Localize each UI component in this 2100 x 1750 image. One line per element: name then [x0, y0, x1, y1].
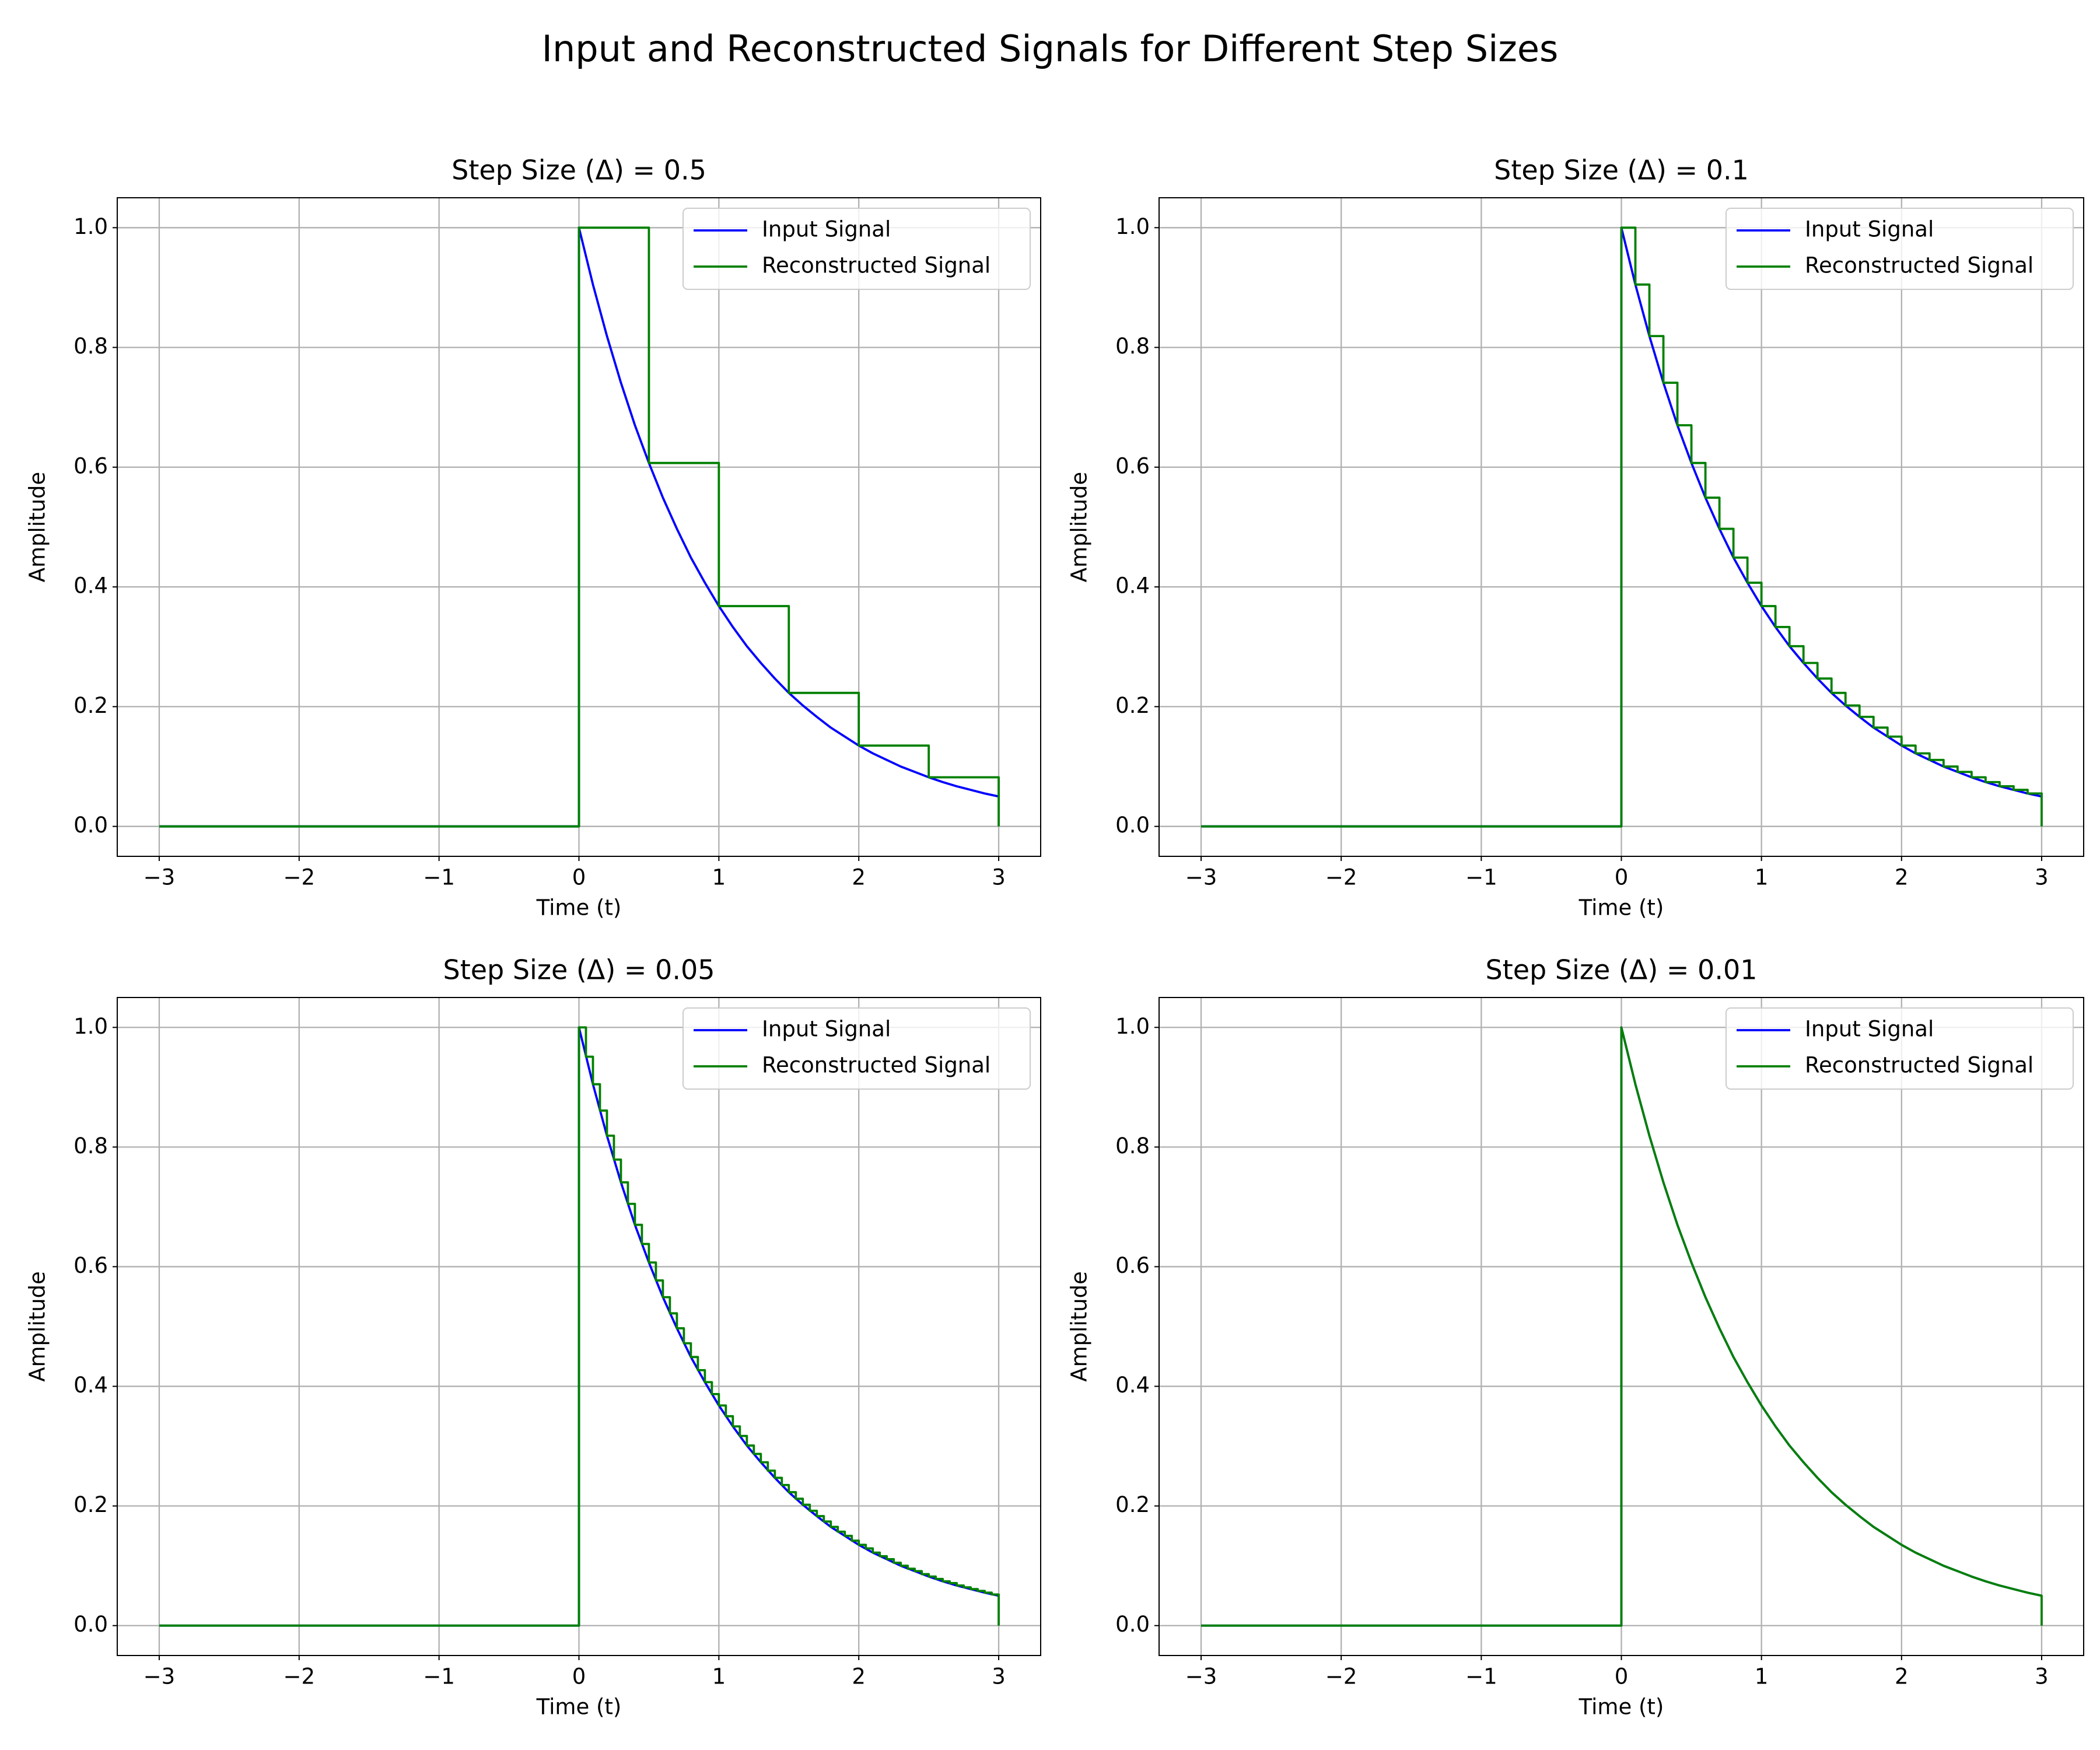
x-axis-label: Time (t): [536, 895, 622, 921]
y-tick-label: 0.4: [74, 573, 108, 598]
y-tick-label: 0.6: [74, 453, 108, 478]
legend: Input Signal Reconstructed Signal: [1726, 208, 2074, 290]
y-tick-label: 0.6: [1115, 1253, 1150, 1278]
y-tick-label: 0.6: [74, 1253, 108, 1278]
y-tick-label: 1.0: [1115, 214, 1150, 239]
x-tick-label: 0: [572, 865, 586, 890]
x-tick-label: 0: [1615, 1664, 1629, 1689]
subplot-title: Step Size (Δ) = 0.05: [443, 954, 715, 986]
legend-box: [1726, 208, 2074, 290]
x-tick-label: −3: [144, 1664, 176, 1689]
axes-frame: [1158, 197, 2084, 857]
legend-label: Input Signal: [1805, 1017, 1934, 1042]
x-tick-label: 2: [1895, 865, 1909, 890]
axes-frame: [117, 997, 1041, 1656]
y-tick-label: 0.2: [74, 693, 108, 718]
y-tick-label: 1.0: [74, 214, 108, 239]
x-tick-label: −2: [284, 865, 316, 890]
x-tick-label: 1: [1755, 865, 1769, 890]
figure-title: Input and Reconstructed Signals for Diff…: [542, 27, 1559, 70]
legend-label: Reconstructed Signal: [762, 253, 991, 278]
subplot-title: Step Size (Δ) = 0.5: [452, 155, 706, 186]
y-tick-label: 0.4: [74, 1373, 108, 1398]
x-tick-label: −2: [284, 1664, 316, 1689]
axes-frame: [117, 197, 1041, 857]
x-tick-label: 3: [2035, 1664, 2049, 1689]
series-line: [1201, 1026, 2043, 1627]
y-axis-label: Amplitude: [1067, 1271, 1092, 1382]
y-tick-label: 0.4: [1115, 573, 1150, 598]
subplot: Step Size (Δ) = 0.1 −3 −2 −1 0 1 2 3 0.0 0.2 0.4 0.…: [1067, 155, 2084, 921]
y-tick-label: 0.8: [1115, 334, 1150, 359]
series-line: [159, 1026, 1000, 1627]
y-tick-label: 1.0: [1115, 1014, 1150, 1039]
legend: Input Signal Reconstructed Signal: [682, 208, 1031, 290]
legend-label: Reconstructed Signal: [1805, 253, 2034, 278]
y-tick-label: 0.4: [1115, 1373, 1150, 1398]
y-tick-label: 0.0: [1115, 813, 1150, 838]
legend-box: [1726, 1007, 2074, 1090]
x-tick-label: −3: [1185, 1664, 1217, 1689]
y-tick-label: 0.8: [74, 334, 108, 359]
legend-label: Reconstructed Signal: [762, 1053, 991, 1078]
legend: Input Signal Reconstructed Signal: [682, 1007, 1031, 1090]
y-axis-label: Amplitude: [25, 472, 50, 583]
x-axis-label: Time (t): [1578, 895, 1664, 921]
y-tick-label: 0.8: [1115, 1133, 1150, 1158]
legend-label: Input Signal: [762, 1017, 891, 1042]
legend-box: [682, 208, 1031, 290]
y-tick-label: 0.2: [74, 1492, 108, 1517]
axes-frame: [1158, 997, 2084, 1656]
x-tick-label: 1: [712, 1664, 726, 1689]
x-axis-label: Time (t): [1578, 1695, 1664, 1720]
x-tick-label: 3: [992, 865, 1006, 890]
x-tick-label: −1: [423, 1664, 455, 1689]
x-tick-label: −1: [1465, 1664, 1497, 1689]
subplot-title: Step Size (Δ) = 0.01: [1486, 954, 1758, 986]
y-tick-label: 1.0: [74, 1014, 108, 1039]
x-tick-label: −1: [423, 865, 455, 890]
x-tick-label: 1: [1755, 1664, 1769, 1689]
x-tick-label: −2: [1325, 1664, 1357, 1689]
series-line: [1201, 226, 2043, 828]
x-tick-label: −1: [1465, 865, 1497, 890]
subplot: Step Size (Δ) = 0.5 −3 −2 −1 0 1 2 3 0.0 0.2 0.4 0.…: [25, 155, 1041, 921]
series-line: [159, 226, 1000, 828]
x-tick-label: 2: [852, 865, 866, 890]
subplot: Step Size (Δ) = 0.01 −3 −2 −1 0 1 2 3 0.0 0.2 0.4 0…: [1067, 954, 2084, 1720]
y-tick-label: 0.0: [74, 813, 108, 838]
legend-label: Reconstructed Signal: [1805, 1053, 2034, 1078]
y-axis-label: Amplitude: [25, 1271, 50, 1382]
subplot-title: Step Size (Δ) = 0.1: [1494, 155, 1749, 186]
y-tick-label: 0.2: [1115, 693, 1150, 718]
x-tick-label: 3: [2035, 865, 2049, 890]
legend: Input Signal Reconstructed Signal: [1726, 1007, 2074, 1090]
y-axis-label: Amplitude: [1067, 472, 1092, 583]
x-tick-label: 0: [572, 1664, 586, 1689]
legend-label: Input Signal: [1805, 217, 1934, 242]
y-tick-label: 0.2: [1115, 1492, 1150, 1517]
x-tick-label: 1: [712, 865, 726, 890]
y-tick-label: 0.0: [1115, 1612, 1150, 1637]
y-tick-label: 0.8: [74, 1133, 108, 1158]
x-tick-label: −3: [1185, 865, 1217, 890]
x-tick-label: 0: [1615, 865, 1629, 890]
legend-label: Input Signal: [762, 217, 891, 242]
x-axis-label: Time (t): [536, 1695, 622, 1720]
x-tick-label: −2: [1325, 865, 1357, 890]
x-tick-label: 3: [992, 1664, 1006, 1689]
x-tick-label: 2: [852, 1664, 866, 1689]
series-line: [159, 226, 999, 828]
x-tick-label: −3: [144, 865, 176, 890]
y-tick-label: 0.0: [74, 1612, 108, 1637]
legend-box: [682, 1007, 1031, 1090]
x-tick-label: 2: [1895, 1664, 1909, 1689]
subplot: Step Size (Δ) = 0.05 −3 −2 −1 0 1 2 3 0.0 0.2 0.4 0…: [25, 954, 1041, 1720]
y-tick-label: 0.6: [1115, 453, 1150, 478]
